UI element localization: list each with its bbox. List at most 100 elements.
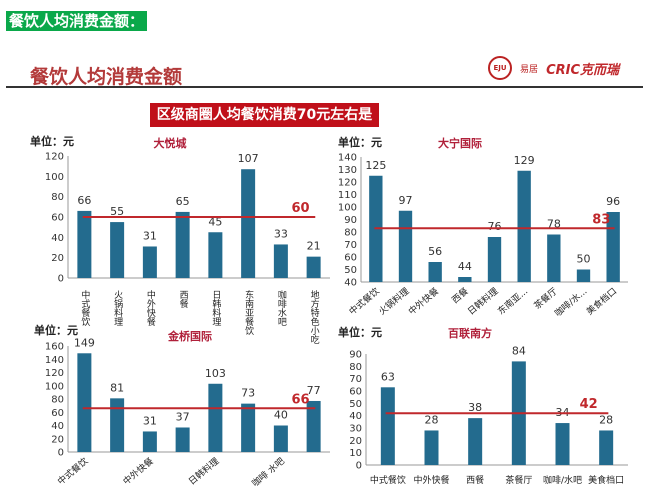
data-label: 77 bbox=[307, 384, 321, 397]
category-label: 西餐 bbox=[466, 474, 484, 486]
data-label: 31 bbox=[143, 414, 157, 427]
category-label: 西餐 bbox=[449, 285, 471, 306]
category-label: 咖啡水吧 bbox=[276, 289, 287, 326]
y-tick-label: 60 bbox=[51, 408, 64, 419]
data-label: 66 bbox=[77, 194, 91, 207]
y-tick-label: 0 bbox=[58, 274, 64, 285]
data-label: 63 bbox=[381, 370, 395, 383]
data-label: 21 bbox=[307, 240, 321, 253]
average-label: 60 bbox=[291, 201, 309, 216]
bar bbox=[142, 246, 157, 278]
category-label: 咖啡/水吧 bbox=[543, 474, 582, 486]
y-tick-label: 120 bbox=[45, 368, 64, 379]
y-tick-label: 80 bbox=[349, 362, 362, 373]
y-tick-label: 50 bbox=[349, 399, 362, 410]
y-tick-label: 80 bbox=[51, 192, 64, 203]
bar bbox=[398, 210, 413, 282]
category-label: 日韩料理 bbox=[465, 285, 500, 317]
data-label: 56 bbox=[428, 245, 442, 258]
bar bbox=[110, 398, 125, 452]
average-label: 66 bbox=[291, 392, 309, 407]
data-label: 65 bbox=[176, 195, 190, 208]
data-label: 129 bbox=[514, 154, 535, 167]
unit-label: 单位：元 bbox=[30, 134, 74, 148]
y-tick-label: 60 bbox=[344, 253, 357, 264]
category-label: 东南亚... bbox=[495, 285, 530, 317]
bar bbox=[175, 427, 190, 452]
data-label: 28 bbox=[599, 413, 613, 426]
bar bbox=[77, 353, 92, 452]
bar bbox=[428, 262, 442, 282]
y-tick-label: 40 bbox=[51, 421, 64, 432]
category-label: 中外快餐 bbox=[121, 455, 156, 487]
y-tick-label: 50 bbox=[344, 265, 357, 276]
average-label: 83 bbox=[592, 212, 610, 227]
bar bbox=[273, 244, 288, 278]
data-label: 81 bbox=[110, 381, 124, 394]
y-tick-label: 100 bbox=[45, 172, 64, 183]
bar bbox=[208, 232, 223, 278]
chart-title: 百联南方 bbox=[448, 326, 492, 340]
bar bbox=[576, 269, 591, 282]
bar bbox=[306, 400, 321, 452]
data-label: 107 bbox=[238, 152, 259, 165]
y-tick-label: 40 bbox=[349, 411, 362, 422]
y-tick-label: 90 bbox=[349, 350, 362, 361]
category-label: 美食档口 bbox=[584, 285, 619, 317]
data-label: 125 bbox=[365, 159, 386, 172]
bar bbox=[517, 170, 531, 282]
y-tick-label: 60 bbox=[349, 387, 362, 398]
average-label: 42 bbox=[580, 397, 598, 412]
category-label: 日韩料理 bbox=[186, 455, 221, 487]
category-label: 茶餐厅 bbox=[505, 474, 532, 486]
data-label: 38 bbox=[468, 401, 482, 414]
bar bbox=[547, 234, 561, 282]
category-label: 火锅料理 bbox=[112, 290, 123, 326]
data-label: 55 bbox=[110, 205, 124, 218]
bar bbox=[606, 212, 620, 282]
y-tick-label: 20 bbox=[349, 436, 362, 447]
y-tick-label: 120 bbox=[45, 152, 64, 163]
category-label: 中式餐饮 bbox=[370, 474, 406, 486]
data-label: 149 bbox=[74, 336, 95, 349]
bar bbox=[468, 418, 483, 465]
bar bbox=[306, 256, 321, 278]
y-tick-label: 60 bbox=[51, 213, 64, 224]
slide-title: 餐饮人均消费金额 bbox=[30, 66, 183, 88]
bar bbox=[241, 169, 256, 278]
data-label: 44 bbox=[458, 260, 472, 273]
category-label: 咖啡/水... bbox=[552, 285, 589, 319]
y-tick-label: 140 bbox=[45, 355, 64, 366]
cric-logo: CRIC克而瑞 bbox=[546, 62, 619, 78]
category-label: 咖啡 水吧 bbox=[249, 455, 286, 489]
eju-name: 易居 bbox=[520, 64, 539, 75]
data-label: 97 bbox=[399, 194, 413, 207]
chart-title: 金桥国际 bbox=[167, 329, 212, 343]
data-label: 45 bbox=[208, 215, 222, 228]
y-tick-label: 70 bbox=[344, 240, 357, 251]
category-label: 中式餐饮 bbox=[346, 285, 381, 317]
section-label: 餐饮人均消费金额： bbox=[6, 11, 148, 31]
bar bbox=[77, 210, 92, 278]
category-label: 火锅料理 bbox=[376, 285, 411, 317]
category-label: 中式餐饮 bbox=[55, 455, 90, 487]
logos: EJU 易居 CRIC克而瑞 bbox=[488, 56, 619, 80]
category-label: 中外快餐 bbox=[413, 474, 449, 486]
unit-label: 单位：元 bbox=[34, 323, 78, 337]
data-label: 50 bbox=[577, 253, 591, 266]
y-tick-label: 140 bbox=[338, 153, 357, 164]
y-tick-label: 40 bbox=[51, 233, 64, 244]
y-tick-label: 80 bbox=[51, 395, 64, 406]
unit-label: 单位：元 bbox=[338, 135, 382, 149]
category-label: 中外快餐 bbox=[145, 289, 156, 327]
category-label: 美食档口 bbox=[588, 474, 624, 486]
eju-logo-icon: EJU bbox=[488, 56, 513, 80]
y-tick-label: 30 bbox=[349, 424, 362, 435]
header-divider bbox=[6, 86, 643, 88]
bar bbox=[599, 430, 614, 465]
y-tick-label: 120 bbox=[338, 178, 357, 189]
bar bbox=[241, 403, 256, 452]
bar bbox=[175, 211, 190, 278]
data-label: 37 bbox=[176, 410, 190, 423]
